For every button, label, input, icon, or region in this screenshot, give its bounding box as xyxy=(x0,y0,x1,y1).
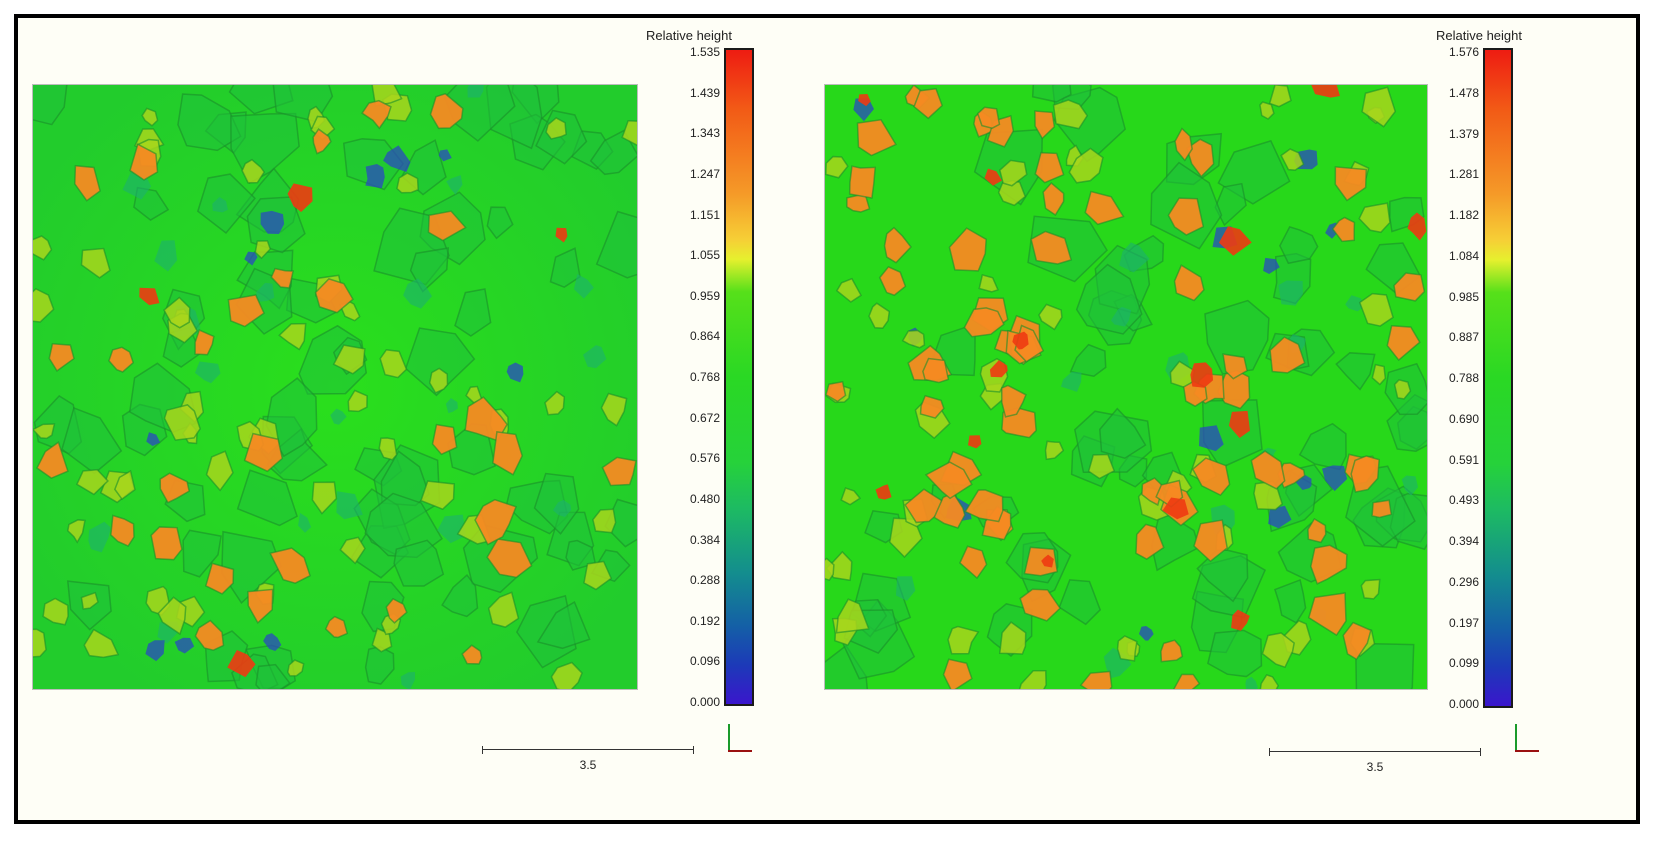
colorbar-tick-label: 0.394 xyxy=(1448,534,1479,548)
colorbar-tick-label: 0.192 xyxy=(689,613,720,628)
height-map-right xyxy=(824,84,1428,690)
colorbar-tick-label: 0.591 xyxy=(1448,452,1479,467)
height-map-left xyxy=(32,84,638,690)
colorbar-tick-label: 0.768 xyxy=(689,370,720,384)
colorbar-tick-label: 1.576 xyxy=(1448,45,1479,59)
colorbar-tick-label: 1.247 xyxy=(689,166,720,181)
height-map-image xyxy=(33,85,637,689)
colorbar-ticks: 1.535 1.439 1.343 1.247 1.151 1.055 0.959 0.864… xyxy=(638,45,720,709)
colorbar-tick-label: 1.281 xyxy=(1448,167,1479,182)
axis-triad-icon xyxy=(726,724,752,752)
colorbar-tick-label: 1.151 xyxy=(689,207,720,222)
scale-bar xyxy=(1269,748,1481,756)
colorbar-gradient xyxy=(1483,48,1513,708)
colorbar-tick-label: 1.379 xyxy=(1448,126,1479,141)
colorbar-tick-label: 1.535 xyxy=(689,45,720,59)
colorbar-tick-label: 1.084 xyxy=(1448,248,1479,263)
colorbar-tick-label: 0.985 xyxy=(1448,289,1479,304)
scale-bar-label: 3.5 xyxy=(579,758,597,772)
colorbar-tick-label: 0.788 xyxy=(1448,371,1479,385)
colorbar-tick-label: 0.864 xyxy=(689,329,720,344)
axis-triad-icon xyxy=(1513,724,1539,752)
colorbar-tick-label: 0.288 xyxy=(689,573,720,588)
colorbar-tick-label: 0.000 xyxy=(689,695,720,709)
scale-bar xyxy=(482,746,694,754)
colorbar-tick-label: 0.672 xyxy=(689,410,720,425)
right-panel: Relative height 1.576 1.478 1.379 1.281 1.18… xyxy=(824,18,1644,820)
colorbar-tick-label: 0.296 xyxy=(1448,574,1479,589)
colorbar-tick-label: 0.480 xyxy=(689,491,720,506)
colorbar-tick-label: 0.384 xyxy=(689,532,720,547)
colorbar-tick-label: 0.493 xyxy=(1448,493,1479,508)
scale-bar-label: 3.5 xyxy=(1366,760,1384,774)
left-panel: Relative height 1.535 1.439 1.343 1.247 1.15… xyxy=(18,18,831,820)
colorbar-title: Relative height xyxy=(646,28,732,43)
colorbar-title: Relative height xyxy=(1436,28,1522,43)
colorbar-tick-label: 1.478 xyxy=(1448,85,1479,100)
figure-frame: Relative height 1.535 1.439 1.343 1.247 1.15… xyxy=(14,14,1640,824)
colorbar-tick-label: 1.055 xyxy=(689,248,720,263)
colorbar-tick-label: 1.343 xyxy=(689,126,720,141)
colorbar-tick-label: 1.439 xyxy=(689,85,720,100)
colorbar-tick-label: 0.197 xyxy=(1448,615,1479,630)
colorbar-tick-label: 0.000 xyxy=(1448,697,1479,711)
colorbar-tick-label: 0.690 xyxy=(1448,411,1479,426)
colorbar-tick-label: 0.576 xyxy=(689,451,720,466)
colorbar-tick-label: 0.096 xyxy=(689,654,720,669)
colorbar-tick-label: 0.099 xyxy=(1448,656,1479,671)
colorbar-tick-label: 0.959 xyxy=(689,288,720,303)
colorbar-ticks: 1.576 1.478 1.379 1.281 1.182 1.084 0.985 0.887… xyxy=(1391,45,1479,711)
height-map-image xyxy=(825,85,1427,689)
colorbar-gradient xyxy=(724,48,754,706)
colorbar-tick-label: 1.182 xyxy=(1448,208,1479,222)
colorbar-tick-label: 0.887 xyxy=(1448,330,1479,345)
